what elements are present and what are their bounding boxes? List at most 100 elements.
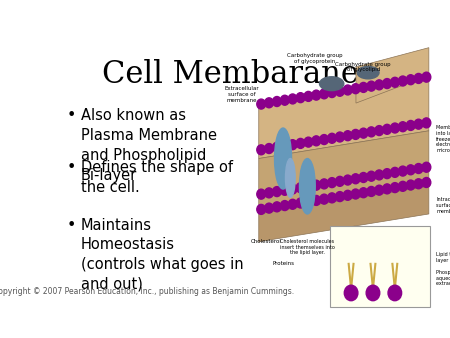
Circle shape (382, 78, 392, 89)
Circle shape (257, 145, 266, 155)
Circle shape (414, 119, 423, 129)
Circle shape (257, 189, 266, 199)
Text: Fig. 3-4: Fig. 3-4 (362, 286, 399, 296)
Circle shape (343, 85, 352, 95)
Circle shape (280, 185, 289, 195)
Ellipse shape (357, 66, 379, 79)
Circle shape (288, 184, 297, 194)
Text: Proteins: Proteins (272, 261, 294, 266)
Ellipse shape (285, 159, 295, 197)
Circle shape (296, 139, 305, 148)
Circle shape (320, 89, 328, 99)
Polygon shape (259, 186, 429, 242)
Circle shape (328, 193, 336, 203)
Circle shape (280, 200, 289, 211)
Circle shape (359, 172, 368, 183)
Circle shape (391, 167, 399, 177)
Circle shape (312, 90, 321, 100)
Circle shape (265, 188, 274, 198)
Circle shape (288, 94, 297, 104)
Text: •: • (67, 108, 76, 123)
Text: •: • (67, 218, 76, 233)
Polygon shape (259, 75, 429, 159)
Text: Membrane splits
into layers in
freeze-fracture
electron
microscopy.: Membrane splits into layers in freeze-fr… (436, 125, 450, 153)
Circle shape (328, 133, 336, 143)
Circle shape (312, 180, 321, 190)
Circle shape (367, 81, 376, 91)
Circle shape (351, 84, 360, 94)
Ellipse shape (320, 77, 344, 91)
Circle shape (304, 182, 313, 191)
Circle shape (343, 175, 352, 185)
Circle shape (359, 82, 368, 92)
Circle shape (304, 137, 313, 147)
Circle shape (391, 123, 399, 133)
Circle shape (414, 164, 423, 173)
Text: Defines the shape of
the cell.: Defines the shape of the cell. (81, 160, 233, 195)
Circle shape (359, 188, 368, 198)
Text: Cell Membarane: Cell Membarane (102, 59, 359, 90)
Text: Carbohydrate group
of glycolipid: Carbohydrate group of glycolipid (335, 62, 391, 72)
Text: Maintains
Homeostasis
(controls what goes in
and out): Maintains Homeostasis (controls what goe… (81, 218, 243, 292)
Circle shape (273, 97, 281, 106)
Text: Cholesterol molecules
insert themselves into
the lipid layer.: Cholesterol molecules insert themselves … (280, 239, 335, 256)
Circle shape (343, 190, 352, 200)
Circle shape (265, 144, 274, 153)
Circle shape (336, 192, 344, 201)
Text: Also known as
Plasma Membrane
and Phospholipid
Bi-layer: Also known as Plasma Membrane and Phosph… (81, 108, 216, 183)
Circle shape (367, 187, 376, 196)
Circle shape (320, 194, 328, 204)
Circle shape (257, 204, 266, 214)
Circle shape (414, 73, 423, 83)
Circle shape (320, 179, 328, 189)
Circle shape (288, 199, 297, 209)
Circle shape (336, 86, 344, 96)
Circle shape (406, 75, 415, 85)
Circle shape (343, 131, 352, 141)
Circle shape (328, 178, 336, 188)
Circle shape (296, 93, 305, 103)
Text: Extracellular
surface of
membrane: Extracellular surface of membrane (225, 87, 259, 103)
Circle shape (344, 285, 358, 301)
Circle shape (320, 135, 328, 145)
Circle shape (312, 136, 321, 146)
FancyBboxPatch shape (330, 226, 430, 307)
Circle shape (273, 187, 281, 197)
Circle shape (422, 162, 431, 172)
Circle shape (367, 127, 376, 137)
Text: Copyright © 2007 Pearson Education, Inc., publishing as Benjamin Cummings.: Copyright © 2007 Pearson Education, Inc.… (0, 287, 294, 296)
Circle shape (280, 95, 289, 105)
Circle shape (367, 171, 376, 181)
Circle shape (257, 99, 266, 109)
Circle shape (328, 88, 336, 98)
Circle shape (265, 98, 274, 108)
Circle shape (406, 120, 415, 130)
Circle shape (414, 179, 423, 189)
Ellipse shape (274, 128, 292, 189)
Circle shape (280, 141, 289, 151)
Circle shape (273, 142, 281, 152)
Circle shape (304, 91, 313, 101)
Circle shape (296, 183, 305, 193)
Circle shape (422, 177, 431, 188)
Circle shape (422, 118, 431, 128)
Circle shape (351, 174, 360, 184)
Circle shape (391, 77, 399, 87)
Circle shape (351, 129, 360, 139)
Circle shape (398, 181, 407, 191)
Circle shape (422, 72, 431, 82)
Circle shape (304, 197, 313, 207)
Circle shape (288, 140, 297, 150)
Circle shape (366, 285, 380, 301)
Text: Lipid tails form the interior
layer of the membrane.

Phospholipid heads face th: Lipid tails form the interior layer of t… (436, 252, 450, 286)
Circle shape (398, 122, 407, 132)
Circle shape (375, 170, 383, 180)
Circle shape (398, 166, 407, 176)
Circle shape (336, 176, 344, 186)
Circle shape (336, 132, 344, 142)
Circle shape (375, 126, 383, 136)
Circle shape (273, 202, 281, 212)
Ellipse shape (299, 159, 315, 214)
Circle shape (398, 76, 407, 86)
Circle shape (375, 185, 383, 195)
